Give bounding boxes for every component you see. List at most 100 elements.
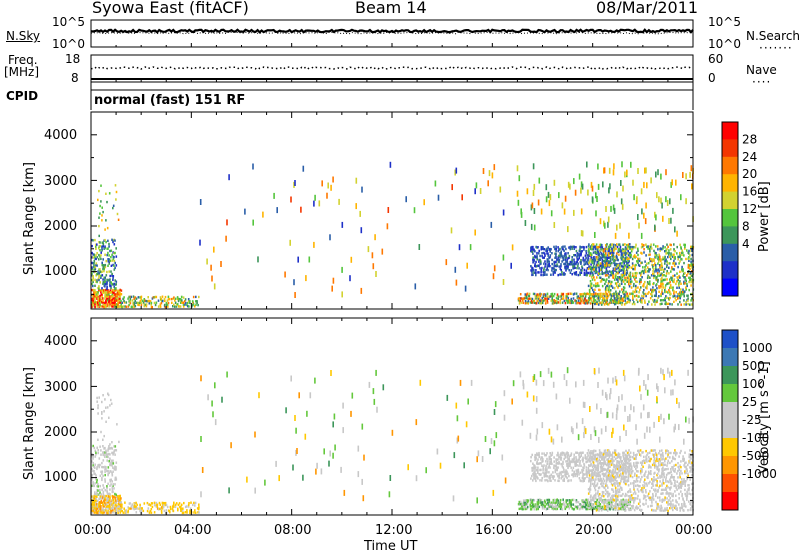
velocity-cell <box>198 503 200 506</box>
velocity-cell <box>538 453 540 457</box>
velocity-cell <box>552 498 555 502</box>
velocity-cell <box>655 451 657 455</box>
power-cell <box>171 301 173 304</box>
velocity-cell <box>589 496 592 499</box>
power-cell <box>622 270 625 273</box>
power-cell <box>130 295 133 299</box>
power-cell <box>601 258 604 262</box>
power-cell <box>672 267 674 271</box>
power-cell <box>599 264 602 267</box>
power-cell <box>670 292 672 296</box>
power-cell <box>652 290 654 293</box>
velocity-cell <box>649 490 651 493</box>
power-cell <box>99 268 101 271</box>
power-cell <box>673 278 675 281</box>
power-cell <box>547 263 549 266</box>
velocity-cell <box>595 507 598 511</box>
velocity-cell <box>143 502 146 505</box>
velocity-cell <box>578 455 581 459</box>
velocity-cell <box>108 445 110 448</box>
velocity-cell <box>630 464 632 467</box>
velocity-cell <box>100 430 102 434</box>
velocity-cell <box>667 503 669 506</box>
power-cell <box>603 250 605 253</box>
power-cell <box>622 280 625 283</box>
power-cell <box>543 271 545 274</box>
velocity-cell <box>650 472 652 476</box>
power-cell <box>604 258 607 261</box>
power-cell <box>561 247 564 251</box>
power-cell <box>109 299 111 302</box>
power-cell <box>101 293 103 296</box>
velocity-cell <box>606 453 609 457</box>
velocity-cell <box>613 476 615 479</box>
power-cell <box>580 299 583 303</box>
power-cell <box>598 299 600 302</box>
velocity-cell <box>107 482 109 485</box>
velocity-cell <box>110 470 112 473</box>
velocity-cell <box>575 462 577 465</box>
power-cell <box>94 291 96 295</box>
velocity-cell <box>651 509 654 512</box>
power-cell <box>585 249 587 253</box>
velocity-cell <box>107 511 109 515</box>
velocity-cell <box>92 455 95 458</box>
velocity-cell <box>599 470 601 474</box>
power-cell <box>675 262 677 265</box>
power-cell <box>560 294 563 298</box>
power-cell <box>564 258 566 261</box>
velocity-cell <box>534 453 536 457</box>
velocity-cell <box>546 457 548 461</box>
velocity-cell <box>620 462 623 465</box>
power-cell <box>96 272 98 276</box>
velocity-cell <box>665 457 667 460</box>
power-cell <box>96 279 98 282</box>
power-cell <box>675 291 677 294</box>
velocity-cell <box>524 505 527 509</box>
velocity-cell <box>542 505 544 508</box>
power-cell <box>561 202 564 209</box>
power-cell <box>106 304 109 308</box>
velocity-cell <box>151 502 154 505</box>
velocity-cell <box>617 498 619 502</box>
velocity-cell <box>150 511 153 514</box>
velocity-cell <box>673 484 675 488</box>
power-cell <box>577 295 579 298</box>
power-cell <box>603 272 605 275</box>
velocity-cell <box>562 460 564 463</box>
power-cell <box>678 294 680 297</box>
power-cell <box>623 274 625 277</box>
power-cell <box>584 258 586 262</box>
velocity-cell <box>524 503 526 506</box>
power-cell <box>326 192 328 199</box>
power-cell <box>635 294 638 297</box>
velocity-cell <box>639 500 641 504</box>
velocity-cell <box>669 488 671 491</box>
velocity-cell <box>671 506 673 510</box>
power-cell <box>661 282 663 286</box>
power-cell <box>606 243 608 246</box>
velocity-cell <box>609 503 612 506</box>
power-cell <box>676 272 678 275</box>
power-cell <box>305 275 307 282</box>
velocity-cell <box>656 458 658 461</box>
velocity-cell <box>584 499 587 502</box>
velocity-cell <box>627 451 629 455</box>
velocity-cell <box>600 509 603 512</box>
velocity-cell <box>112 453 114 456</box>
power-cell <box>552 271 555 274</box>
velocity-cell <box>610 478 613 481</box>
velocity-cell <box>571 498 574 502</box>
power-cell <box>129 295 132 298</box>
velocity-cell <box>621 503 624 507</box>
velocity-cell <box>590 464 592 467</box>
power-cell <box>100 251 102 254</box>
velocity-cell <box>96 467 98 471</box>
power-cell <box>619 276 622 279</box>
power-cell <box>108 262 110 265</box>
power-cell <box>678 286 680 289</box>
velocity-cell <box>101 417 103 420</box>
power-cell <box>161 299 164 303</box>
power-cell <box>591 286 593 290</box>
power-cell <box>119 297 121 300</box>
